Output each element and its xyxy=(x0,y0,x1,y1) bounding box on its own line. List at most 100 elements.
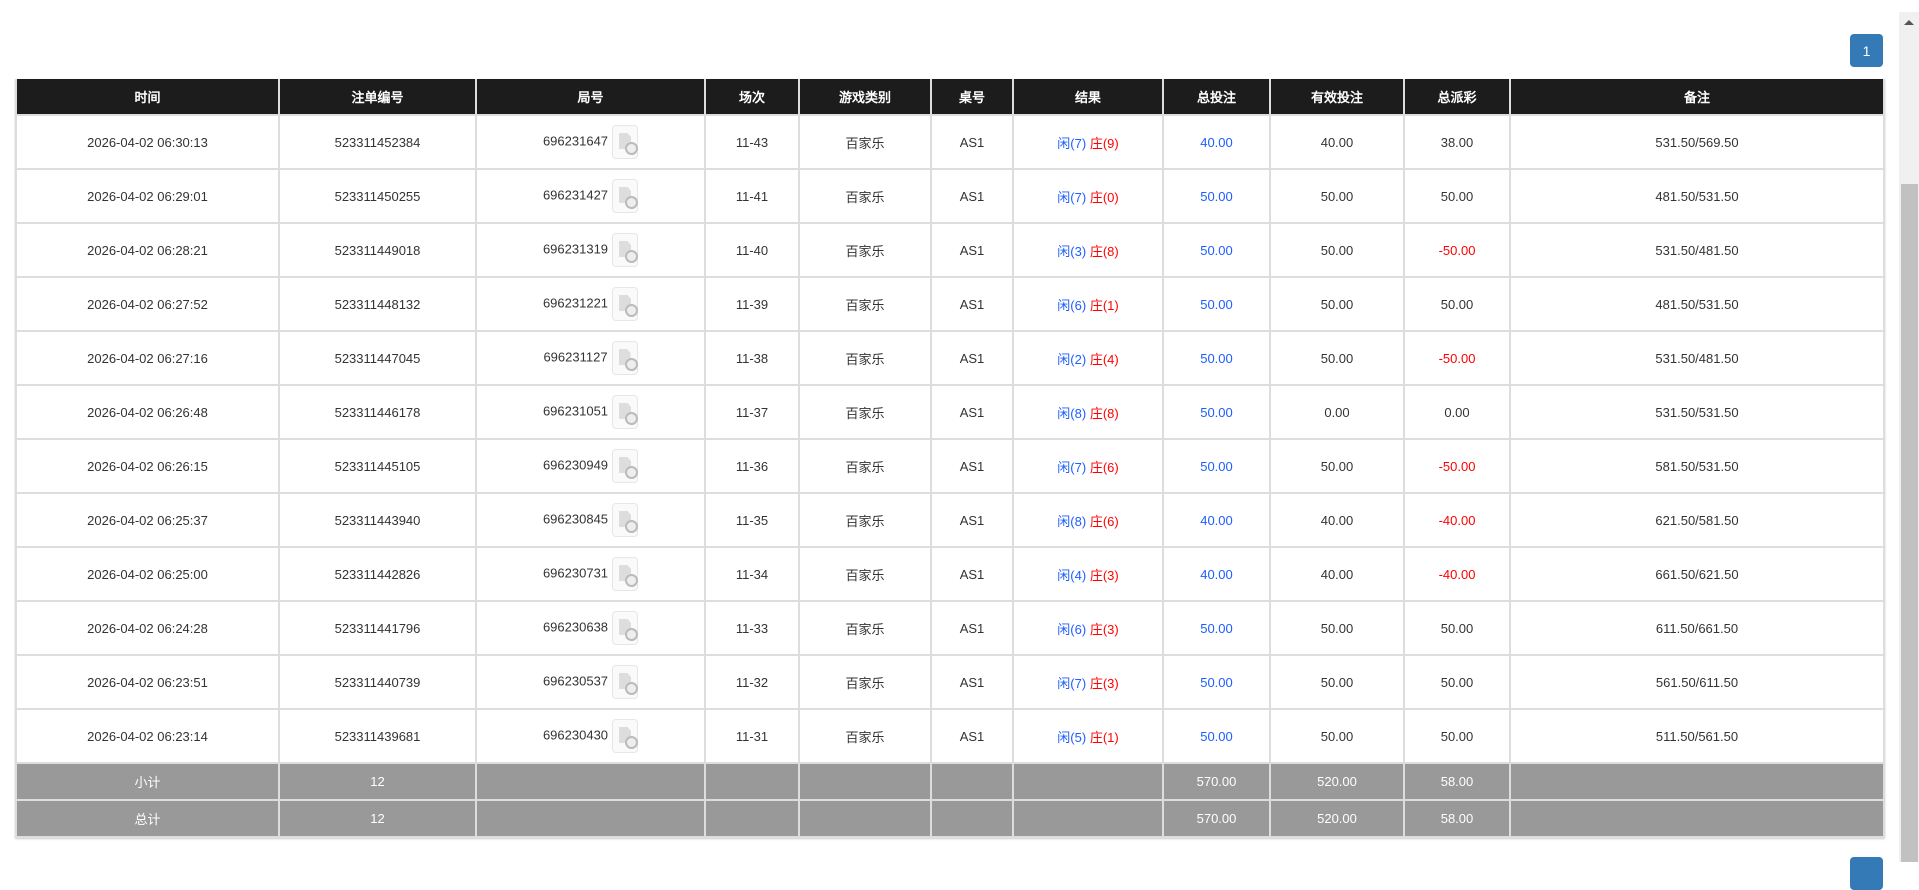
game-type-cell: 百家乐 xyxy=(798,222,932,278)
player-result: 闲(6) xyxy=(1057,297,1087,313)
round-cell: 696230638 xyxy=(475,600,706,656)
bet-id-cell: 523311452384 xyxy=(278,114,477,170)
note-cell: 481.50/531.50 xyxy=(1509,276,1885,332)
valid-bet-cell: 40.00 xyxy=(1269,546,1405,602)
player-result: 闲(4) xyxy=(1057,567,1087,583)
empty-cell xyxy=(475,799,706,838)
video-replay-icon[interactable] xyxy=(612,665,639,699)
shoe-cell: 11-32 xyxy=(704,654,800,710)
video-replay-icon[interactable] xyxy=(612,719,639,753)
round-cell: 696230537 xyxy=(475,654,706,710)
time-cell: 2026-04-02 06:24:28 xyxy=(15,600,280,656)
scroll-up-arrow-icon[interactable] xyxy=(1904,20,1914,25)
bet-id-cell: 523311443940 xyxy=(278,492,477,548)
bet-id-cell: 523311450255 xyxy=(278,168,477,224)
total-count: 12 xyxy=(278,799,477,838)
valid-bet-cell: 50.00 xyxy=(1269,654,1405,710)
total-bet-cell: 50.00 xyxy=(1162,708,1271,764)
table-cell: AS1 xyxy=(930,276,1014,332)
payout-cell: 0.00 xyxy=(1403,384,1511,440)
round-number: 696231127 xyxy=(543,349,608,365)
valid-bet-cell: 40.00 xyxy=(1269,114,1405,170)
column-header: 总投注 xyxy=(1162,79,1271,115)
player-result: 闲(6) xyxy=(1057,621,1087,637)
round-number: 696230430 xyxy=(542,727,609,743)
video-replay-icon[interactable] xyxy=(612,233,639,267)
payout-cell: 50.00 xyxy=(1403,276,1511,332)
empty-cell xyxy=(1509,762,1885,801)
column-header: 游戏类别 xyxy=(798,79,932,115)
table-row: 2026-04-02 06:23:51 523311440739 696230537… xyxy=(15,654,1885,710)
empty-cell xyxy=(798,762,932,801)
payout-cell: 38.00 xyxy=(1403,114,1511,170)
banker-result: 庄(1) xyxy=(1089,297,1119,313)
video-replay-icon[interactable] xyxy=(612,449,639,483)
video-replay-icon[interactable] xyxy=(612,503,639,537)
column-header: 有效投注 xyxy=(1269,79,1405,115)
note-cell: 531.50/481.50 xyxy=(1509,222,1885,278)
table-header: 时间 注单编号 局号 场次 游戏类别 桌号 结果 总投注 有效投注 总派彩 备注 xyxy=(15,79,1885,115)
shoe-cell: 11-36 xyxy=(704,438,800,494)
round-cell: 696230845 xyxy=(475,492,706,548)
banker-result: 庄(3) xyxy=(1089,567,1119,583)
table-row: 2026-04-02 06:27:52 523311448132 696231221… xyxy=(15,276,1885,332)
empty-cell xyxy=(704,799,800,838)
video-replay-icon[interactable] xyxy=(612,179,639,213)
banker-result: 庄(3) xyxy=(1089,621,1119,637)
subtotal-row: 小计 12 570.00 520.00 58.00 xyxy=(15,762,1885,801)
game-type-cell: 百家乐 xyxy=(798,600,932,656)
video-replay-icon[interactable] xyxy=(612,287,639,321)
video-replay-icon[interactable] xyxy=(611,341,638,375)
valid-bet-cell: 50.00 xyxy=(1269,708,1405,764)
video-replay-icon[interactable] xyxy=(612,395,639,429)
video-replay-icon[interactable] xyxy=(612,611,639,645)
time-cell: 2026-04-02 06:28:21 xyxy=(15,222,280,278)
table-cell: AS1 xyxy=(930,168,1014,224)
shoe-cell: 11-34 xyxy=(704,546,800,602)
player-result: 闲(7) xyxy=(1057,189,1087,205)
game-type-cell: 百家乐 xyxy=(798,438,932,494)
scrollbar[interactable] xyxy=(1899,12,1919,862)
subtotal-bet: 570.00 xyxy=(1162,762,1271,801)
player-result: 闲(2) xyxy=(1057,351,1087,367)
game-type-cell: 百家乐 xyxy=(798,546,932,602)
time-cell: 2026-04-02 06:27:16 xyxy=(15,330,280,386)
time-cell: 2026-04-02 06:26:15 xyxy=(15,438,280,494)
total-bet-cell: 50.00 xyxy=(1162,438,1271,494)
round-number: 696230731 xyxy=(542,565,609,581)
total-bet-cell: 50.00 xyxy=(1162,276,1271,332)
game-type-cell: 百家乐 xyxy=(798,330,932,386)
round-number: 696230845 xyxy=(542,511,609,527)
column-header: 备注 xyxy=(1509,79,1885,115)
bet-records-table: 时间 注单编号 局号 场次 游戏类别 桌号 结果 总投注 有效投注 总派彩 备注 2026-04-0… xyxy=(15,79,1885,838)
video-replay-icon[interactable] xyxy=(612,557,639,591)
total-bet-cell: 50.00 xyxy=(1162,384,1271,440)
round-number: 696231427 xyxy=(542,187,609,203)
column-header: 场次 xyxy=(704,79,800,115)
note-cell: 561.50/611.50 xyxy=(1509,654,1885,710)
table-row: 2026-04-02 06:23:14 523311439681 696230430… xyxy=(15,708,1885,764)
banker-result: 庄(8) xyxy=(1089,243,1119,259)
note-cell: 511.50/561.50 xyxy=(1509,708,1885,764)
round-cell: 696231221 xyxy=(475,276,706,332)
payout-cell: -40.00 xyxy=(1403,546,1511,602)
round-number: 696231319 xyxy=(542,241,609,257)
table-row: 2026-04-02 06:24:28 523311441796 696230638… xyxy=(15,600,1885,656)
scrollbar-thumb[interactable] xyxy=(1901,184,1918,862)
shoe-cell: 11-38 xyxy=(704,330,800,386)
video-replay-icon[interactable] xyxy=(612,125,639,159)
time-cell: 2026-04-02 06:25:00 xyxy=(15,546,280,602)
bet-id-cell: 523311440739 xyxy=(278,654,477,710)
page-button-1[interactable]: 1 xyxy=(1850,34,1883,67)
table-row: 2026-04-02 06:25:00 523311442826 696230731… xyxy=(15,546,1885,602)
empty-cell xyxy=(798,799,932,838)
result-cell: 闲(3) 庄(8) xyxy=(1012,222,1164,278)
table-row: 2026-04-02 06:26:48 523311446178 696231051… xyxy=(15,384,1885,440)
player-result: 闲(7) xyxy=(1057,675,1087,691)
time-cell: 2026-04-02 06:27:52 xyxy=(15,276,280,332)
round-cell: 696231051 xyxy=(475,384,706,440)
payout-cell: 50.00 xyxy=(1403,600,1511,656)
total-bet-cell: 50.00 xyxy=(1162,654,1271,710)
valid-bet-cell: 50.00 xyxy=(1269,330,1405,386)
total-bet-cell: 50.00 xyxy=(1162,222,1271,278)
